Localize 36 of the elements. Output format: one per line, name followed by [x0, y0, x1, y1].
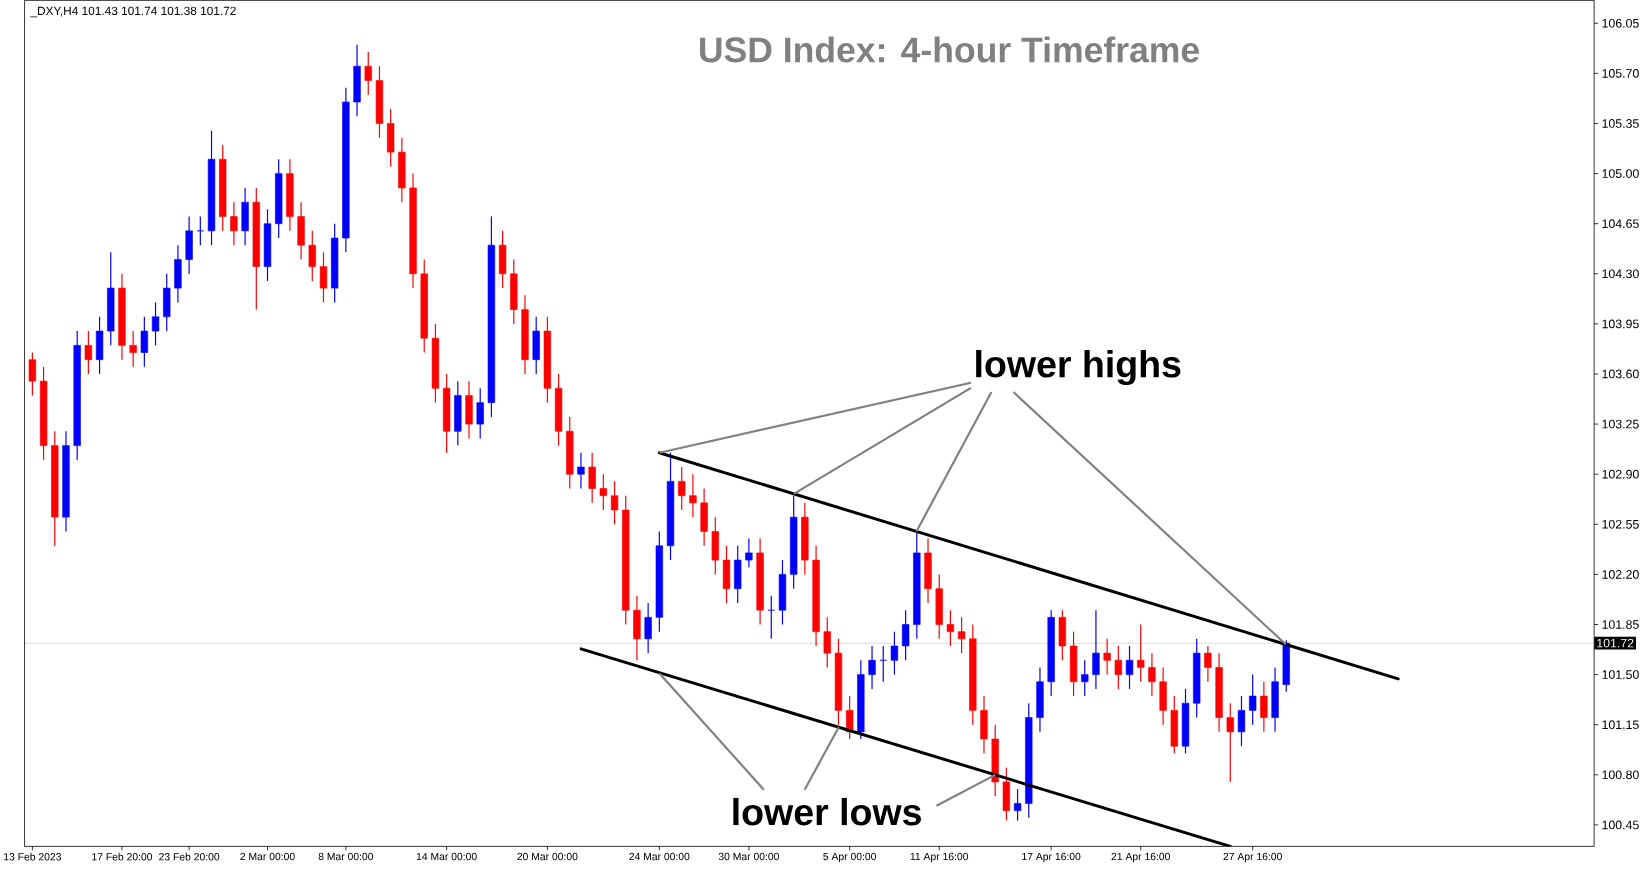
- x-tick-label: 5 Apr 00:00: [823, 852, 877, 863]
- y-tick-label: 105.35: [1602, 119, 1639, 128]
- x-tick-label: 14 Mar 00:00: [416, 852, 477, 861]
- y-tick-label: 101.15: [1602, 720, 1639, 730]
- x-tick-label: 8 Mar 00:00: [318, 852, 374, 861]
- x-tick-label: 21 Apr 16:00: [1111, 852, 1170, 863]
- x-tick-label: 27 Apr 16:00: [1223, 852, 1282, 863]
- y-tick-label: 103.60: [1602, 369, 1639, 379]
- y-tick-label: 100.80: [1602, 770, 1639, 780]
- y-tick-label: 104.65: [1602, 219, 1639, 229]
- y-tick-label: 105.00: [1602, 169, 1639, 179]
- y-tick-label: 106.05: [1602, 19, 1639, 28]
- x-tick-label: 24 Mar 00:00: [629, 852, 690, 861]
- x-tick-label: 11 Apr 16:00: [910, 852, 969, 863]
- y-tick-label: 102.20: [1602, 570, 1639, 579]
- x-tick-label: 30 Mar 00:00: [718, 852, 779, 861]
- y-tick-label: 103.95: [1602, 319, 1639, 329]
- annotation: _DXY,H4 101.43 101.74 101.38 101.72: [30, 6, 236, 18]
- x-tick-label: 2 Mar 00:00: [240, 852, 295, 861]
- y-tick-label: 100.45: [1602, 820, 1639, 830]
- y-tick-label: 101.85: [1602, 620, 1639, 629]
- x-tick-label: 17 Apr 16:00: [1022, 852, 1081, 863]
- x-tick-label: 23 Feb 20:00: [159, 852, 220, 861]
- y-tick-label: 101.50: [1602, 670, 1639, 680]
- x-tick-label: 20 Mar 00:00: [517, 852, 578, 861]
- y-tick-label: 105.70: [1602, 69, 1639, 78]
- text: USD Index: 4-hour Timeframe: [700, 36, 1199, 63]
- y-tick-label: 102.55: [1602, 520, 1639, 529]
- y-tick-label: 103.25: [1602, 419, 1639, 429]
- ref-line-label: 101.72: [1597, 638, 1634, 648]
- y-tick-label: 102.90: [1602, 469, 1639, 479]
- annotation: lower lows: [733, 798, 921, 826]
- x-tick-label: 17 Feb 20:00: [92, 852, 153, 861]
- y-tick-label: 104.30: [1602, 269, 1639, 279]
- x-tick-label: 13 Feb 2023: [4, 852, 62, 861]
- annotation: lower highs: [976, 350, 1181, 386]
